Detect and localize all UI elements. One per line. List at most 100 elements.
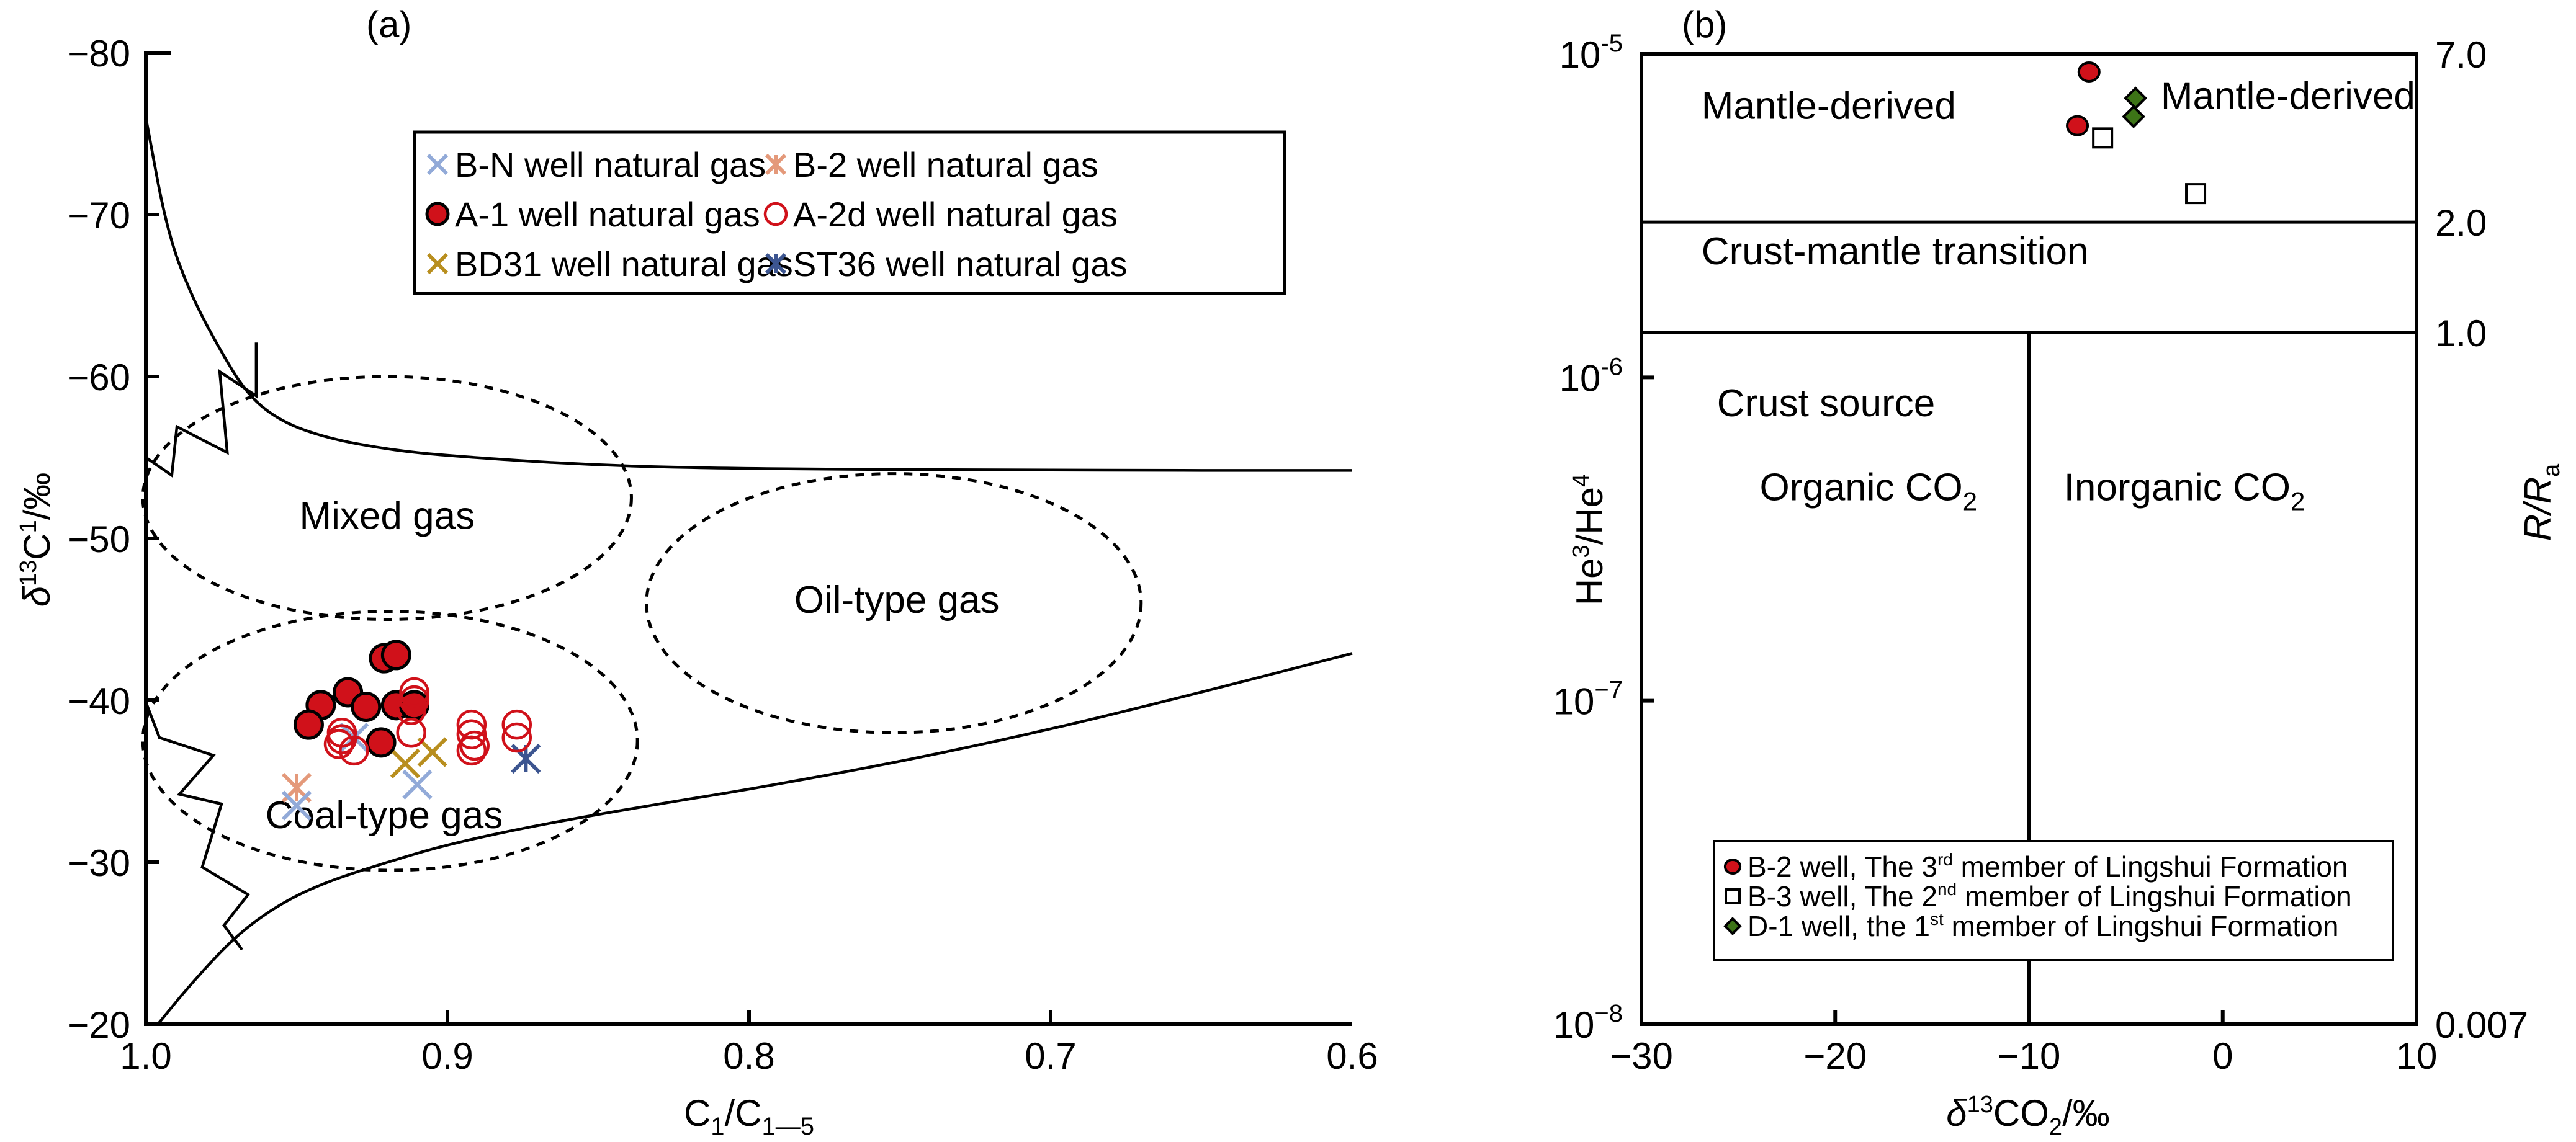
panel-b-label: (b)	[1682, 4, 1727, 45]
upper-zigzag	[145, 342, 258, 478]
data-point	[456, 735, 487, 766]
marker-stroke	[390, 748, 421, 778]
ylabel-tail: /‰	[16, 473, 58, 520]
marker-shape	[2066, 115, 2089, 136]
ylabel-ra: /R	[2517, 477, 2559, 517]
tick-exponent: -5	[1600, 30, 1623, 57]
axis-ticks: −30 −20 −10 0 1010-510-610−710−87.02.01.00.0…	[1553, 30, 2529, 1077]
region-label-sub: 2	[1963, 486, 1977, 515]
region-label: Inorganic CO2	[2064, 466, 2305, 515]
region-label: Mixed gas	[300, 494, 475, 537]
data-point	[351, 691, 382, 722]
right-tick-label: 7.0	[2435, 34, 2487, 76]
marker-shape	[396, 717, 426, 748]
right-tick-label: 2.0	[2435, 202, 2487, 244]
legend-label: B-N well natural gas	[455, 145, 766, 184]
data-point	[2066, 115, 2089, 136]
legend-text: member of Lingshui Formation	[1953, 850, 2348, 883]
legend-item: B-3 well, The 2nd member of Lingshui For…	[1725, 880, 2352, 912]
panel-b-chart: (b) Mantle-derived Mantle-derived Crust-ma…	[1553, 4, 2565, 1140]
legend-marker	[1725, 888, 1741, 904]
legend-marker	[426, 252, 449, 275]
marker-shape	[293, 709, 324, 740]
marker-stroke	[417, 737, 447, 767]
boundary-curves	[144, 117, 1353, 1025]
x-tick-label: 0.6	[1326, 1035, 1378, 1077]
x-tick-label: −10	[1998, 1035, 2061, 1077]
legend-marker	[1723, 917, 1742, 935]
ylabel-r: R	[2517, 514, 2559, 541]
marker-shape	[456, 719, 487, 750]
legend-item: B-2 well natural gas	[765, 145, 1098, 184]
axis-ticks: 1.0 0.9 0.8 0.7 0.6 −80 −70 −60 −50 −40 −30 −20	[67, 33, 1378, 1077]
data-point	[417, 737, 447, 767]
panel-a-label: (a)	[366, 4, 411, 45]
marker-shape	[456, 735, 487, 766]
marker-shape	[763, 202, 788, 226]
xlabel-sup: 13	[1967, 1092, 1993, 1118]
legend-marker	[1723, 859, 1742, 875]
data-point	[2124, 86, 2148, 110]
region-label-text: Mantle-derived	[1702, 84, 1956, 127]
legend-text: B-2 well, The 3	[1748, 850, 1937, 883]
data-point	[339, 735, 369, 766]
legend-item: ST36 well natural gas	[765, 244, 1128, 283]
region-label: Organic CO2	[1759, 466, 1977, 515]
data-point	[293, 709, 324, 740]
legend-text: B-3 well, The 2	[1748, 880, 1937, 912]
region-label: Mantle-derived	[1702, 84, 1956, 127]
data-point	[323, 729, 354, 759]
region-label-text: Crust source	[1717, 382, 1935, 425]
x-tick-label: −30	[1610, 1035, 1673, 1077]
data-point	[501, 722, 532, 753]
ylabel-sub-a: a	[2539, 463, 2565, 477]
tick-base: 10	[1553, 681, 1595, 723]
data-point	[390, 748, 421, 778]
region-label: Oil-type gas	[794, 579, 1000, 622]
legend-label: B-2 well, The 3rd member of Lingshui For…	[1748, 850, 2348, 883]
legend-marker	[763, 202, 788, 226]
legend-box	[413, 130, 1286, 295]
data-points	[281, 640, 541, 821]
legend-label: ST36 well natural gas	[793, 244, 1128, 283]
y-tick-label: −70	[67, 195, 130, 236]
marker-shape	[425, 202, 450, 226]
tick-base: 10	[1560, 34, 1601, 76]
panel-b-ylabel-right: R/Ra	[2517, 463, 2565, 541]
tick-base: 10	[1560, 357, 1601, 399]
marker-shape	[501, 709, 532, 740]
right-tick-label: 1.0	[2435, 313, 2487, 354]
xlabel-main: C	[684, 1092, 711, 1134]
upper-boundary	[144, 117, 1352, 472]
data-point	[2092, 127, 2114, 149]
tick-exponent: -6	[1600, 353, 1623, 380]
data-points	[2066, 61, 2207, 205]
marker-shape	[459, 730, 490, 761]
marker-shape	[501, 722, 532, 753]
legend-item: B-2 well, The 3rd member of Lingshui For…	[1723, 850, 2348, 883]
xlabel-sub: 2	[2049, 1114, 2062, 1140]
xlabel-slash: /C	[725, 1092, 762, 1134]
panel-a-xlabel: C1/C1—5	[684, 1092, 814, 1140]
y-tick-label: 10−8	[1553, 1000, 1623, 1046]
marker-shape	[2185, 183, 2207, 205]
y-tick-label: 10-6	[1560, 353, 1623, 399]
region-ellipse	[141, 609, 639, 872]
legend: B-2 well, The 3rd member of Lingshui For…	[1713, 840, 2394, 961]
data-point	[459, 730, 490, 761]
legend-label: B-2 well natural gas	[793, 145, 1098, 184]
y-tick-label: −30	[67, 842, 130, 884]
marker-stroke	[426, 252, 449, 275]
legend-label: A-2d well natural gas	[793, 195, 1118, 234]
marker-shape	[2124, 86, 2148, 110]
ylabel-sup2: 4	[1568, 474, 1594, 487]
tick-exponent: −7	[1594, 677, 1623, 704]
marker-shape	[380, 640, 411, 671]
marker-shape	[351, 691, 382, 722]
region-label-sub: 2	[2291, 486, 2305, 515]
legend-marker	[425, 202, 450, 226]
lower-boundary	[156, 652, 1353, 1025]
tick-exponent: −8	[1594, 1000, 1623, 1027]
